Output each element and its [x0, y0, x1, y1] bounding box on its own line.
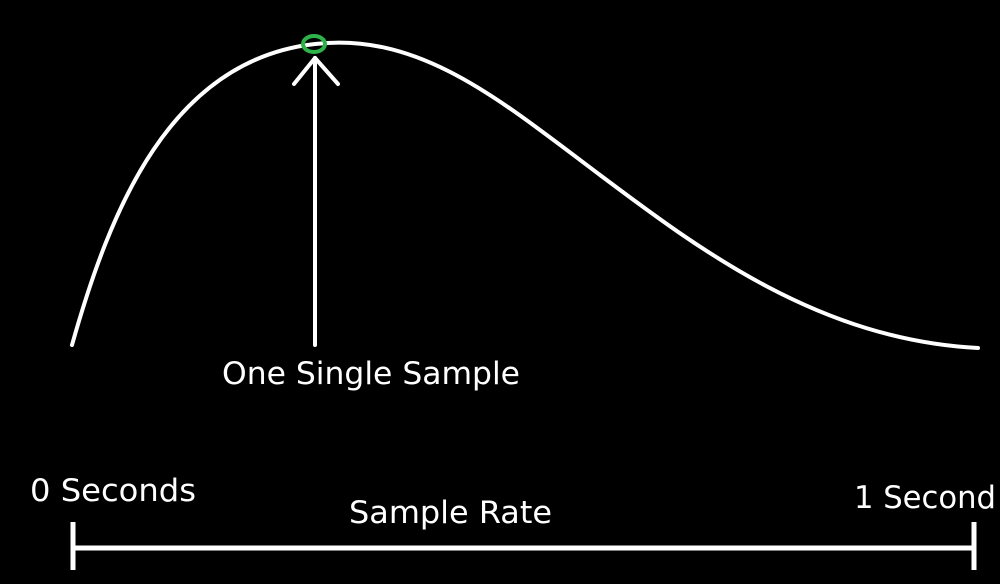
end-time-label: 1 Second: [854, 480, 996, 516]
sample-label: One Single Sample: [222, 356, 520, 392]
start-time-label: 0 Seconds: [30, 473, 196, 509]
sample-marker: [301, 34, 327, 54]
sample-rate-label: Sample Rate: [349, 495, 552, 531]
waveform-curve: [70, 40, 980, 350]
time-scale: [70, 522, 977, 570]
sample-arrow: [292, 56, 340, 347]
